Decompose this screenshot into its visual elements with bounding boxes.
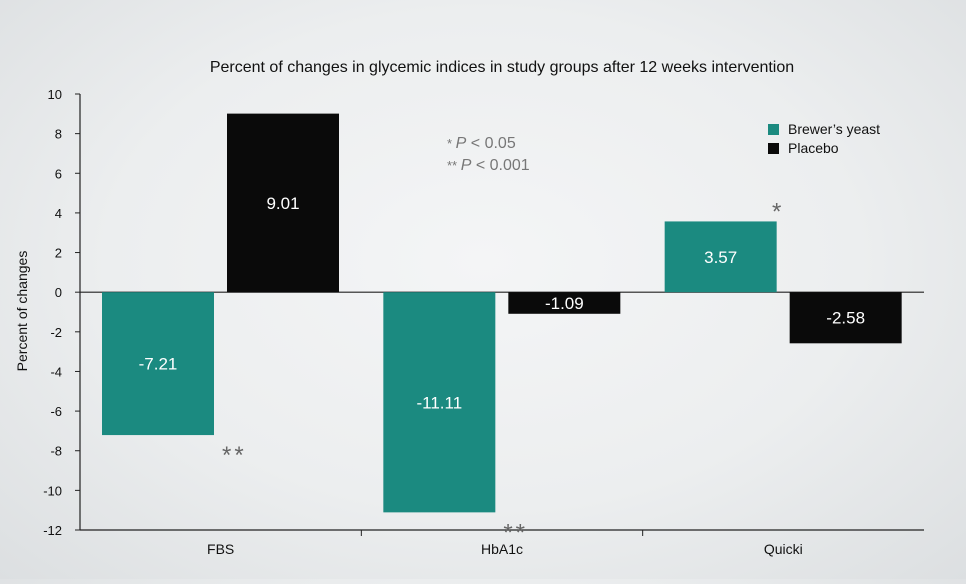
significance-marks: ***** <box>222 198 781 546</box>
bar <box>383 292 496 513</box>
bar <box>508 292 621 314</box>
axes: 10 8 6 4 2 0 -2 -4 -6 -8 -10 -12 FBS HbA1c Quicki <box>43 87 924 557</box>
bar-value-label: -2.58 <box>826 309 865 328</box>
bar-value-label: -11.11 <box>416 393 462 412</box>
y-tick-label: -8 <box>50 444 62 459</box>
bar-value-label: -7.21 <box>139 355 178 374</box>
y-tick-label: 2 <box>55 246 62 261</box>
x-tick-label: Quicki <box>764 541 803 557</box>
legend-label: Placebo <box>788 140 839 156</box>
legend-swatch <box>768 143 779 154</box>
bar <box>789 292 902 344</box>
y-tick-label: -4 <box>50 364 62 379</box>
bar-value-label: 3.57 <box>704 248 737 267</box>
significance-mark: ** <box>503 519 528 546</box>
chart-title: Percent of changes in glycemic indices i… <box>210 59 794 76</box>
significance-mark: ** <box>222 442 247 469</box>
bar <box>664 221 777 293</box>
y-tick-label: -12 <box>43 523 62 538</box>
legend: Brewer’s yeast Placebo <box>768 121 880 156</box>
significance-mark: * <box>772 198 781 225</box>
bar-value-label: 9.01 <box>266 194 299 213</box>
y-tick-label: -6 <box>50 404 62 419</box>
y-tick-label: 0 <box>55 285 62 300</box>
y-tick-label: 8 <box>55 127 62 142</box>
x-tick-label: HbA1c <box>481 541 523 557</box>
y-tick-label: 10 <box>48 87 62 102</box>
y-axis-label: Percent of changes <box>14 251 30 372</box>
y-tick-label: 6 <box>55 166 62 181</box>
bar-value-labels: -7.21 -11.11 3.57 9.01 -1.09 -2.58 <box>139 194 865 412</box>
p-value-note: * P < 0.05 <box>447 135 516 152</box>
p-value-annotations: * P < 0.05 ** P < 0.001 <box>447 135 530 174</box>
bar <box>102 292 214 436</box>
y-tick-label: -10 <box>43 483 62 498</box>
bar <box>227 113 339 293</box>
p-value-note: ** P < 0.001 <box>447 157 530 174</box>
y-tick-label: 4 <box>55 206 62 221</box>
bar-value-label: -1.09 <box>545 294 584 313</box>
legend-label: Brewer’s yeast <box>788 121 880 137</box>
x-tick-label: FBS <box>207 541 234 557</box>
legend-swatch <box>768 124 779 135</box>
bars <box>102 113 902 513</box>
y-tick-label: -2 <box>50 325 62 340</box>
